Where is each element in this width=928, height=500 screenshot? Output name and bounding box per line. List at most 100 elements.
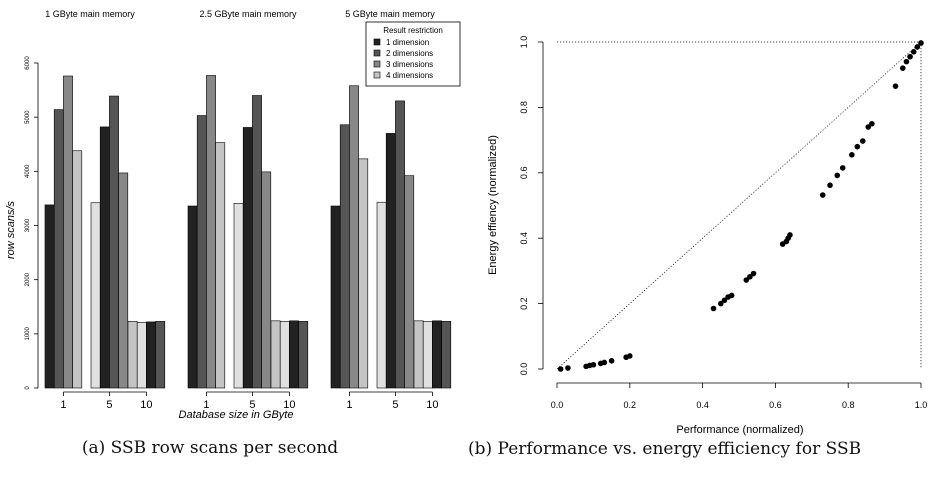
bar (376, 201, 387, 389)
bar-x-tick-label: 1 (203, 399, 209, 411)
scatter-point (869, 120, 875, 127)
bar (298, 321, 309, 389)
bar (413, 320, 424, 389)
bar-x-tick-label: 10 (426, 399, 438, 411)
bar-y-tick-label: 5000 (25, 110, 31, 124)
scatter-point (728, 292, 735, 299)
bar-chart: 1 GByte main memory 2.5 GByte main memor… (5, 9, 461, 421)
bar-x-axis-label: Database size in GByte (179, 409, 294, 421)
bar (279, 321, 290, 389)
scatter-point (608, 358, 615, 364)
scatter-point (839, 165, 846, 171)
bar-x-tick-label: 10 (140, 399, 152, 411)
scatter-point (601, 359, 608, 366)
bar (261, 171, 272, 389)
bar (155, 321, 166, 389)
bar-y-tick-label: 2000 (25, 272, 31, 286)
bar (242, 127, 253, 389)
scatter-point (827, 182, 833, 189)
bar (72, 150, 83, 389)
scatter-point (721, 297, 728, 304)
scatter-point (787, 232, 793, 238)
bar-y-tick-label: 4000 (25, 164, 31, 178)
bar (146, 321, 156, 389)
legend-swatch (373, 38, 381, 46)
legend-entries: 1 dimension 2 dimensions 3 dimensions 4 dim… (373, 38, 433, 80)
bar (127, 321, 138, 389)
bar-x-tick-label: 5 (106, 399, 112, 411)
bar (252, 95, 262, 389)
scatter-x-tick-label: 0.0 (551, 400, 564, 410)
bar (289, 320, 299, 389)
bar-y-axis: 0 1000 2000 3000 4000 5000 6000 (25, 56, 39, 390)
scatter-x-tick-label: 1.0 (915, 400, 928, 410)
legend-entry: 4 dimensions (386, 71, 433, 80)
bar (432, 320, 442, 389)
scatter-point (743, 277, 750, 283)
scatter-point (849, 152, 855, 158)
scatter-point (834, 172, 841, 179)
bar (441, 321, 452, 389)
scatter-y-tick-label: 0.8 (519, 101, 529, 114)
scatter-point (918, 40, 924, 46)
scatter-point (557, 366, 564, 372)
bar (215, 142, 226, 389)
scatter-point (865, 124, 872, 130)
legend-swatch (373, 71, 381, 79)
caption-a: (a) SSB row scans per second (81, 438, 339, 458)
scatter-point (750, 270, 757, 277)
bar (44, 204, 55, 389)
bar-x-tick-label: 1 (346, 399, 352, 411)
bar-x-tick-label: 5 (392, 399, 398, 411)
bar-y-tick-label: 6000 (25, 56, 31, 70)
scatter-point (859, 138, 866, 144)
bar (404, 175, 415, 389)
legend-entry: 3 dimensions (386, 60, 433, 69)
scatter-points (557, 40, 924, 372)
scatter-point (710, 305, 717, 312)
bar (349, 85, 359, 389)
panel-title-3: 5 GByte main memory (345, 9, 435, 19)
scatter-x-tick-label: 0.2 (624, 400, 637, 410)
scatter-x-axis-label: Performance (normalized) (676, 424, 803, 436)
scatter-point (565, 365, 571, 371)
bar (233, 202, 244, 389)
legend-entry: 1 dimension (386, 38, 429, 47)
scatter-point (819, 192, 826, 198)
scatter-point (747, 273, 753, 280)
bar (339, 124, 350, 389)
scatter-axes: 0.0 0.2 0.4 0.6 0.8 1.0 0.0 0.2 0.4 0.6 0.8 1.0 (519, 36, 927, 410)
scatter-point (914, 44, 921, 50)
bar (136, 322, 147, 389)
bar (270, 320, 281, 389)
bar (90, 202, 101, 389)
bar (63, 75, 73, 389)
scatter-point (854, 143, 861, 150)
bar-y-tick-label: 1000 (25, 327, 31, 341)
legend-swatch (373, 60, 381, 68)
bar (196, 115, 207, 389)
bar (385, 133, 396, 389)
scatter-point (590, 361, 597, 368)
scatter-point (900, 65, 906, 71)
bar (358, 158, 369, 389)
scatter-y-tick-label: 1.0 (519, 36, 529, 49)
bar (187, 205, 198, 389)
scatter-point (907, 53, 913, 60)
scatter-reference-line (556, 41, 922, 370)
bar-x-tick-label: 10 (283, 399, 295, 411)
caption-b: (b) Performance vs. energy efficiency fo… (468, 439, 862, 459)
scatter-y-tick-label: 0.2 (519, 297, 529, 310)
bar-y-tick-label: 0 (25, 386, 31, 390)
scatter-y-axis-label: Energy effiency (normalized) (487, 135, 499, 275)
bar (330, 205, 341, 389)
panel-title-1: 1 GByte main memory (45, 9, 135, 19)
bar-x-tick-label: 5 (249, 399, 255, 411)
legend-frame (365, 21, 461, 87)
panel-title-2: 2.5 GByte main memory (199, 9, 297, 19)
bar-y-axis-label: row scans/s (5, 200, 17, 259)
bar (99, 126, 110, 389)
scatter-y-tick-label: 0.6 (519, 167, 529, 180)
bar (206, 75, 216, 389)
scatter-x-tick-label: 0.8 (842, 400, 855, 410)
